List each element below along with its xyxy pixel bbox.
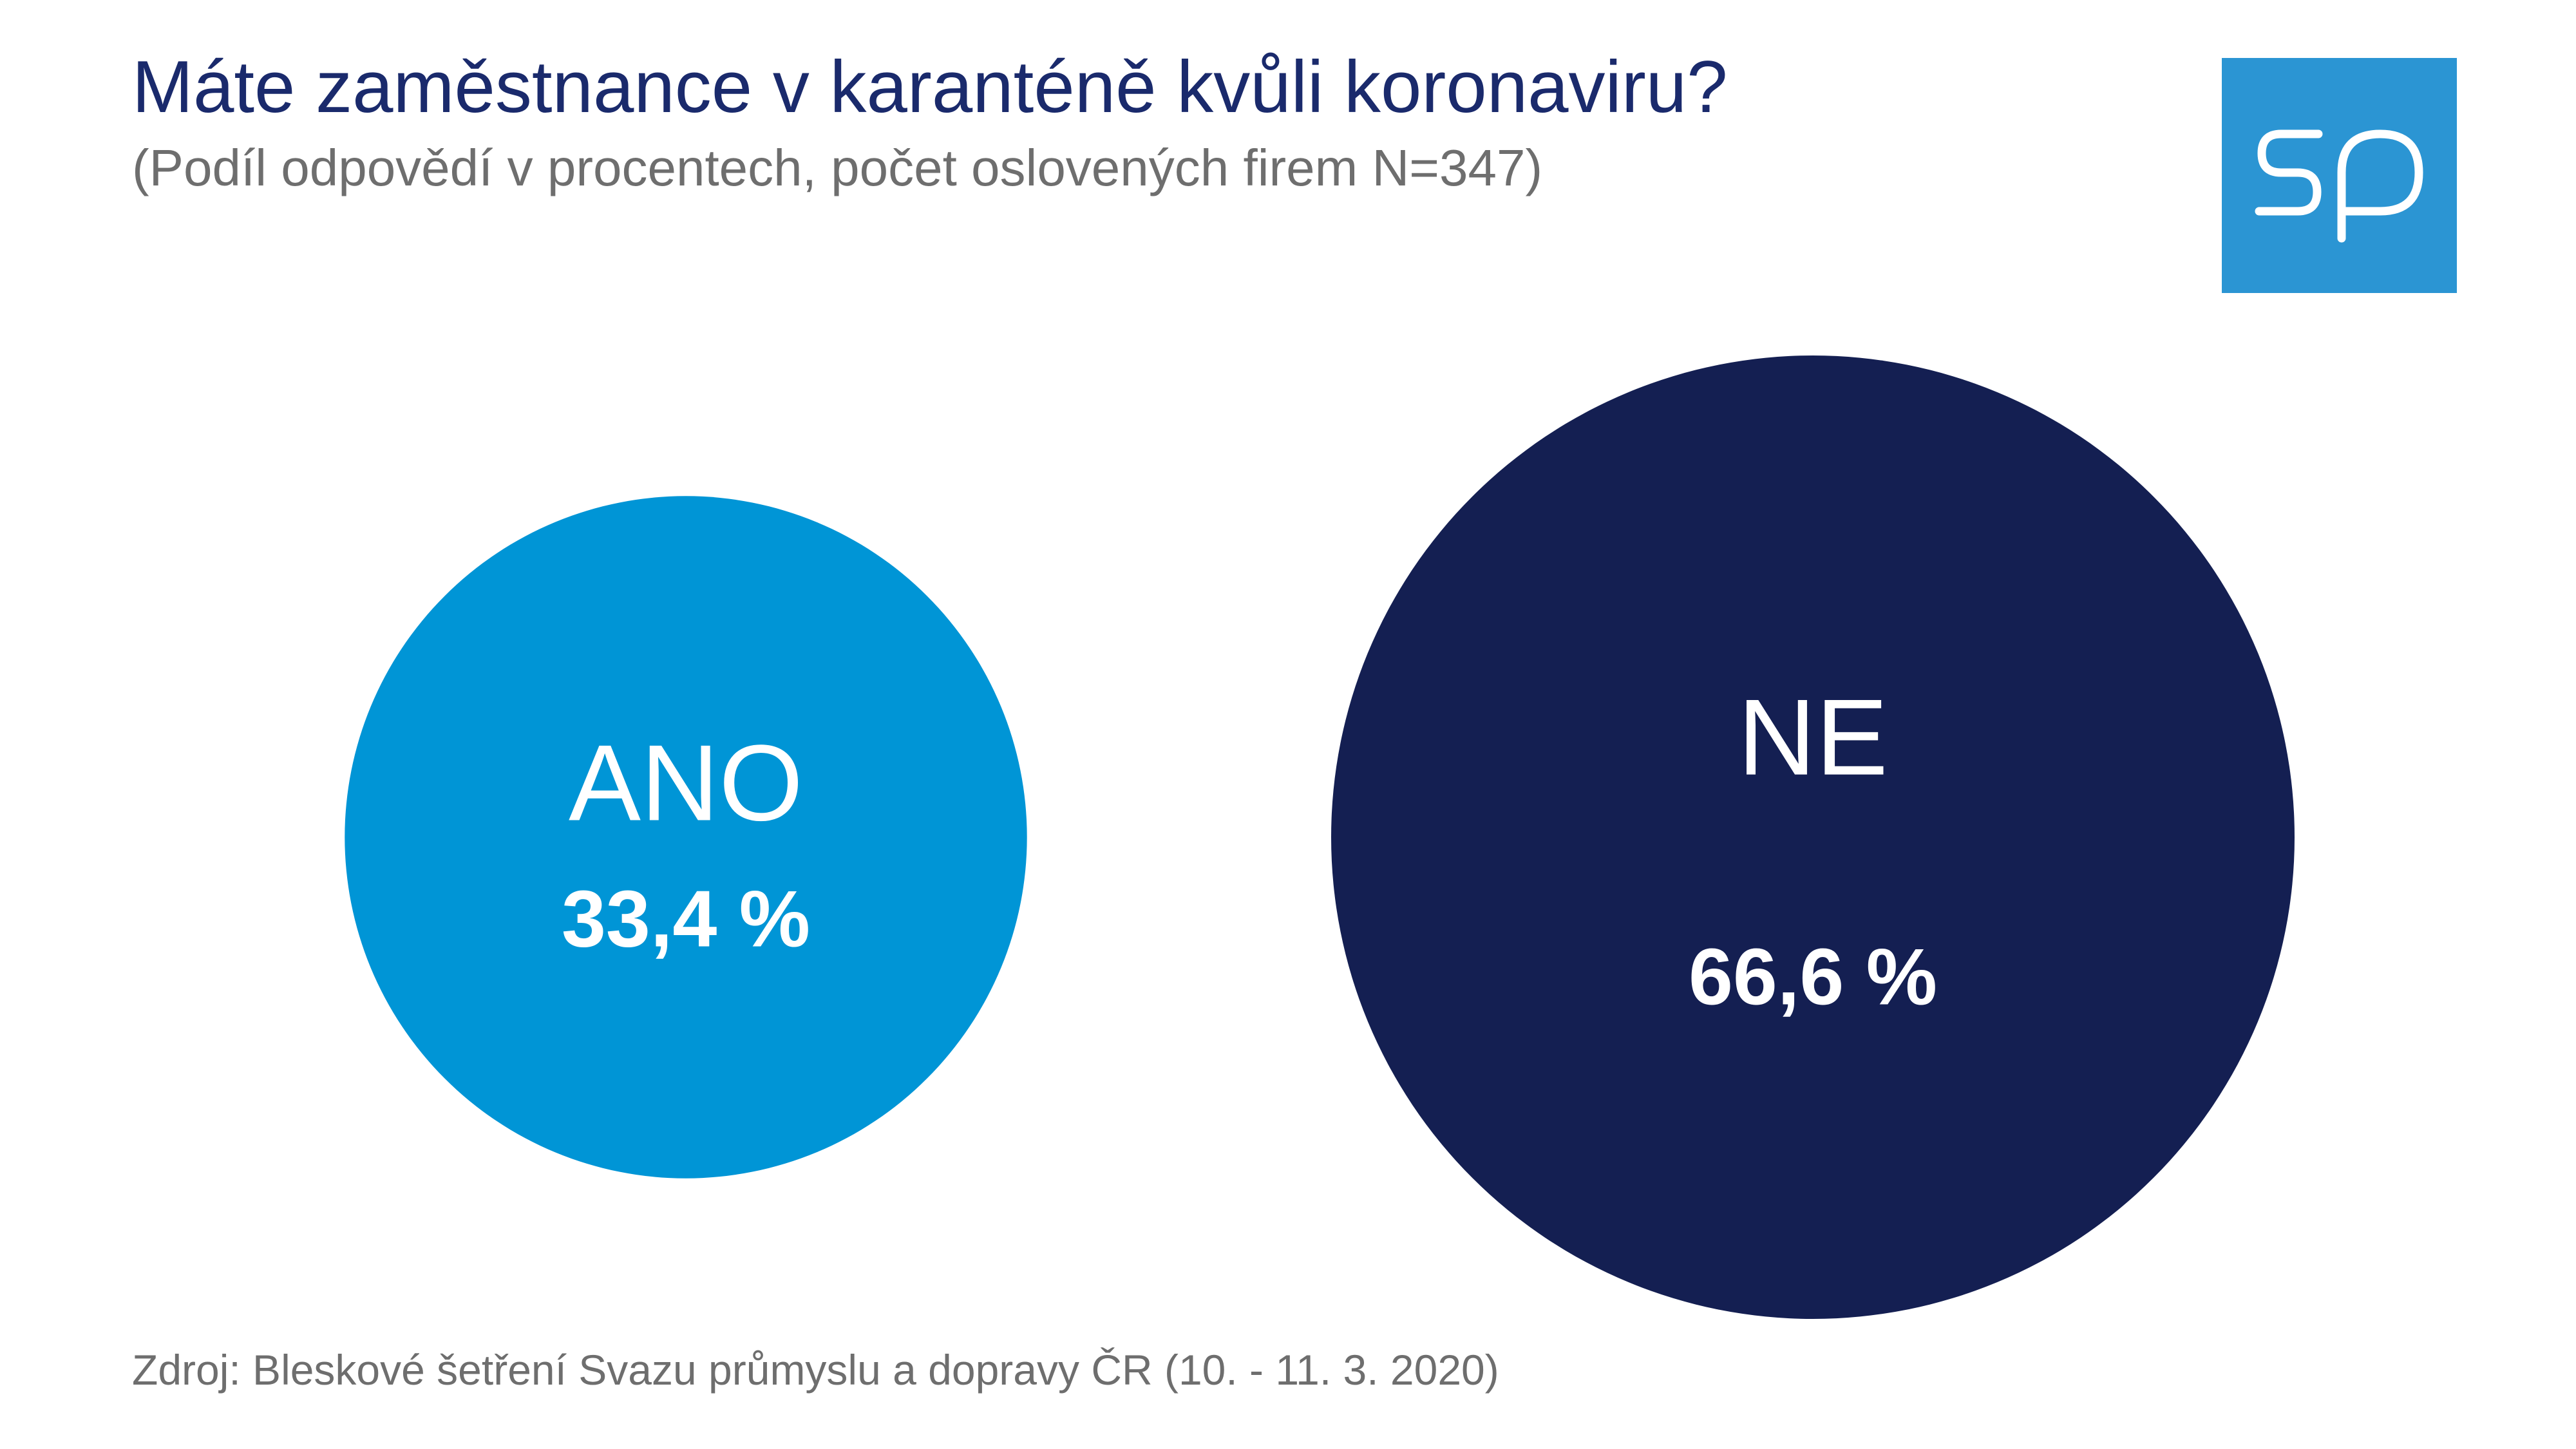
bubble-ano — [345, 496, 1027, 1179]
chart-title: Máte zaměstnance v karanténě kvůli koron… — [132, 46, 1728, 128]
value-label-ano: 33,4 % — [562, 875, 810, 964]
category-label-ne: NE — [1738, 677, 1888, 798]
value-label-ne: 66,6 % — [1689, 933, 1937, 1021]
category-label-ano: ANO — [569, 723, 803, 844]
source-note: Zdroj: Bleskové šetření Svazu průmyslu a… — [132, 1346, 1499, 1394]
sp-logo-icon — [2222, 58, 2457, 293]
chart-subtitle: (Podíl odpovědí v procentech, počet oslo… — [132, 139, 1543, 196]
bubble-ne — [1331, 355, 2295, 1319]
